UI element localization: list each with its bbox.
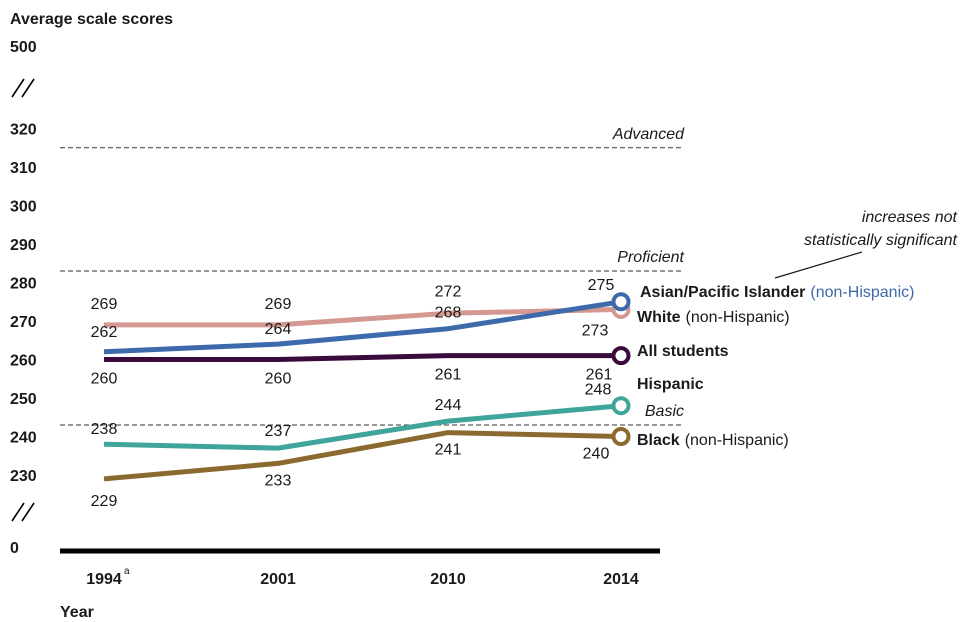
data-label: 261	[435, 367, 462, 384]
data-label: 241	[435, 442, 462, 459]
series-line-all-students	[104, 353, 621, 362]
y-tick-label: 310	[10, 160, 37, 177]
series-line-asian-pacific-islander	[103, 299, 622, 355]
x-tick-labels: 1994 a 2001 2010 2014	[86, 566, 639, 588]
series-label: Asian/Pacific Islander (non-Hispanic)	[640, 284, 914, 301]
y-tick-label: 320	[10, 122, 37, 139]
y-tick-labels: 500 320 310 300 290 280 270 260 250 240 230 0	[10, 39, 37, 557]
data-label: 260	[265, 371, 292, 388]
series-note: (non-Hispanic)	[810, 284, 914, 301]
data-label: 269	[265, 296, 292, 313]
y-tick-label: 290	[10, 237, 37, 254]
annotation: increases not statistically significant	[774, 209, 958, 279]
axis-break-mark	[21, 502, 35, 522]
series-label: White (non-Hispanic)	[637, 309, 790, 326]
data-label: 240	[583, 446, 610, 463]
achievement-level-lines: Advanced Proficient Basic	[60, 126, 685, 426]
y-tick-label: 230	[10, 468, 37, 485]
series-labels: Asian/Pacific Islander (non-Hispanic)Whit…	[637, 284, 914, 449]
series-name: Black	[637, 432, 680, 449]
data-labels: 262 264 268 275 269 269 272 273 260 260 261 261 238 2…	[91, 277, 615, 510]
data-label: 248	[585, 382, 612, 399]
y-tick-label: 0	[10, 540, 19, 557]
y-tick-label: 250	[10, 391, 37, 408]
y-tick-label: 300	[10, 199, 37, 216]
axis-break-marks	[11, 78, 35, 522]
series-name: All students	[637, 343, 729, 360]
series-line-white	[104, 306, 622, 328]
series-label: Hispanic	[637, 376, 704, 393]
series-line-black	[103, 430, 622, 482]
series-label: Black (non-Hispanic)	[637, 432, 789, 449]
series-end-marker-all-students	[611, 346, 631, 366]
data-label: 262	[91, 324, 118, 341]
y-tick-label: 500	[10, 39, 37, 56]
x-tick-label: 2001	[260, 571, 296, 588]
x-tick-label: 2010	[430, 571, 466, 588]
data-label: 273	[582, 322, 609, 339]
data-label: 261	[586, 367, 613, 384]
annotation-line-1: increases not	[862, 209, 958, 226]
y-tick-label: 240	[10, 430, 37, 447]
series-name: White	[637, 309, 681, 326]
level-label-proficient: Proficient	[617, 249, 684, 266]
series-end-marker-black	[611, 427, 631, 446]
y-axis-label: Average scale scores	[10, 11, 173, 28]
axis-break-mark	[11, 502, 25, 522]
annotation-line-2: statistically significant	[804, 232, 958, 249]
y-tick-label: 270	[10, 314, 37, 331]
series-note: (non-Hispanic)	[685, 432, 789, 449]
series-label: All students	[637, 343, 729, 360]
axis-break-mark	[21, 78, 35, 98]
x-tick-label: 2014	[603, 571, 639, 588]
data-label: 237	[265, 423, 292, 440]
axis-break-mark	[11, 78, 25, 98]
data-label: 244	[435, 397, 462, 414]
data-label: 233	[265, 472, 292, 489]
series-end-marker-asian-pacific-islander	[611, 292, 631, 312]
annotation-leader-line	[774, 251, 863, 279]
data-label: 269	[91, 296, 118, 313]
series-lines	[103, 292, 631, 482]
series-note: (non-Hispanic)	[686, 309, 790, 326]
data-label: 260	[91, 371, 118, 388]
data-label: 272	[435, 283, 462, 300]
data-label: 275	[588, 277, 615, 294]
data-label: 238	[91, 421, 118, 438]
series-name: Asian/Pacific Islander	[640, 284, 805, 301]
x-axis-label: Year	[60, 604, 94, 621]
x-tick-footnote: a	[124, 566, 130, 577]
series-name: Hispanic	[637, 376, 704, 393]
level-label-advanced: Advanced	[612, 126, 685, 143]
data-label: 264	[265, 321, 292, 338]
data-label: 229	[91, 493, 118, 510]
level-label-basic: Basic	[645, 403, 684, 420]
x-tick-label: 1994	[86, 571, 122, 588]
y-tick-label: 260	[10, 353, 37, 370]
data-label: 268	[435, 305, 462, 322]
series-end-marker-hispanic	[611, 396, 631, 416]
y-tick-label: 280	[10, 276, 37, 293]
series-line-hispanic	[103, 403, 622, 451]
